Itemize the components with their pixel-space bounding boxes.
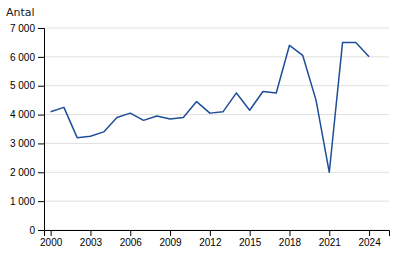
line: [51, 42, 369, 172]
x-tick-label: 2009: [159, 237, 182, 248]
x-tick-mark: [170, 230, 171, 236]
x-tick-mark: [329, 230, 330, 236]
grid: [44, 28, 389, 230]
chart: 0 1 000 2 000 3 000 4 000 5 000 6 000 7 000 2000…: [0, 0, 403, 254]
y-tick: 2 000: [10, 167, 44, 178]
y-axis: 0 1 000 2 000 3 000 4 000 5 000 6 000 7 000: [10, 23, 45, 236]
y-tick-mark: [38, 201, 44, 202]
x-tick-label: 2018: [279, 237, 302, 248]
x-tick: 2009: [159, 230, 182, 248]
y-tick-mark: [38, 115, 44, 116]
grid-line: [44, 56, 389, 57]
grid-line: [44, 114, 389, 115]
x-tick: 2015: [239, 230, 262, 248]
x-axis-line: [45, 231, 390, 237]
x-tick-label: 2021: [319, 237, 342, 248]
y-tick-mark: [38, 28, 44, 29]
y-tick-mark: [38, 86, 44, 87]
y-tick-label: 5 000: [10, 80, 35, 91]
y-tick: 7 000: [10, 23, 44, 34]
x-tick: 2021: [319, 230, 342, 248]
grid-line: [44, 85, 389, 86]
x-tick-label: 2015: [239, 237, 262, 248]
y-tick: 5 000: [10, 80, 44, 91]
x-tick-mark: [130, 230, 131, 236]
y-tick-label: 4 000: [10, 109, 35, 120]
y-tick-mark: [38, 143, 44, 144]
x-tick: 2000: [40, 230, 63, 248]
x-tick: 2018: [279, 230, 302, 248]
x-tick-mark: [90, 230, 91, 236]
x-tick-mark: [51, 230, 52, 236]
y-tick: 1 000: [10, 196, 44, 207]
marks: [51, 42, 369, 172]
x-tick-mark: [289, 230, 290, 236]
y-tick-mark: [38, 57, 44, 58]
x-tick-mark: [250, 230, 251, 236]
y-tick-mark: [38, 172, 44, 173]
y-tick: 0: [29, 225, 44, 236]
y-label: Antal: [6, 6, 35, 19]
x-tick-label: 2024: [358, 237, 381, 248]
x-tick-label: 2000: [40, 237, 63, 248]
y-tick: 4 000: [10, 109, 44, 120]
grid-line: [44, 143, 389, 144]
x-tick: 2006: [120, 230, 143, 248]
y-tick-label: 2 000: [10, 167, 35, 178]
y-tick: 6 000: [10, 52, 44, 63]
plot-area: 0 1 000 2 000 3 000 4 000 5 000 6 000 7 000 2000…: [10, 23, 390, 248]
x-tick-label: 2006: [120, 237, 143, 248]
x-tick: 2003: [80, 230, 103, 248]
y-tick: 3 000: [10, 138, 44, 149]
x-tick: 2024: [358, 230, 381, 248]
grid-line: [44, 28, 389, 29]
x-tick-mark: [369, 230, 370, 236]
y-tick-mark: [38, 230, 44, 231]
x-axis: 2000 2003 2006 2009 2012 2015 2018 2021 2024: [40, 230, 389, 248]
y-tick-label: 1 000: [10, 196, 35, 207]
y-tick-label: 6 000: [10, 52, 35, 63]
x-tick-label: 2012: [199, 237, 222, 248]
y-tick-label: 0: [29, 225, 35, 236]
x-tick-label: 2003: [80, 237, 103, 248]
x-tick-mark: [210, 230, 211, 236]
grid-line: [44, 201, 389, 202]
y-axis-line: [38, 29, 45, 231]
y-tick-label: 3 000: [10, 138, 35, 149]
x-tick: 2012: [199, 230, 222, 248]
grid-line: [44, 172, 389, 173]
y-tick-label: 7 000: [10, 23, 35, 34]
